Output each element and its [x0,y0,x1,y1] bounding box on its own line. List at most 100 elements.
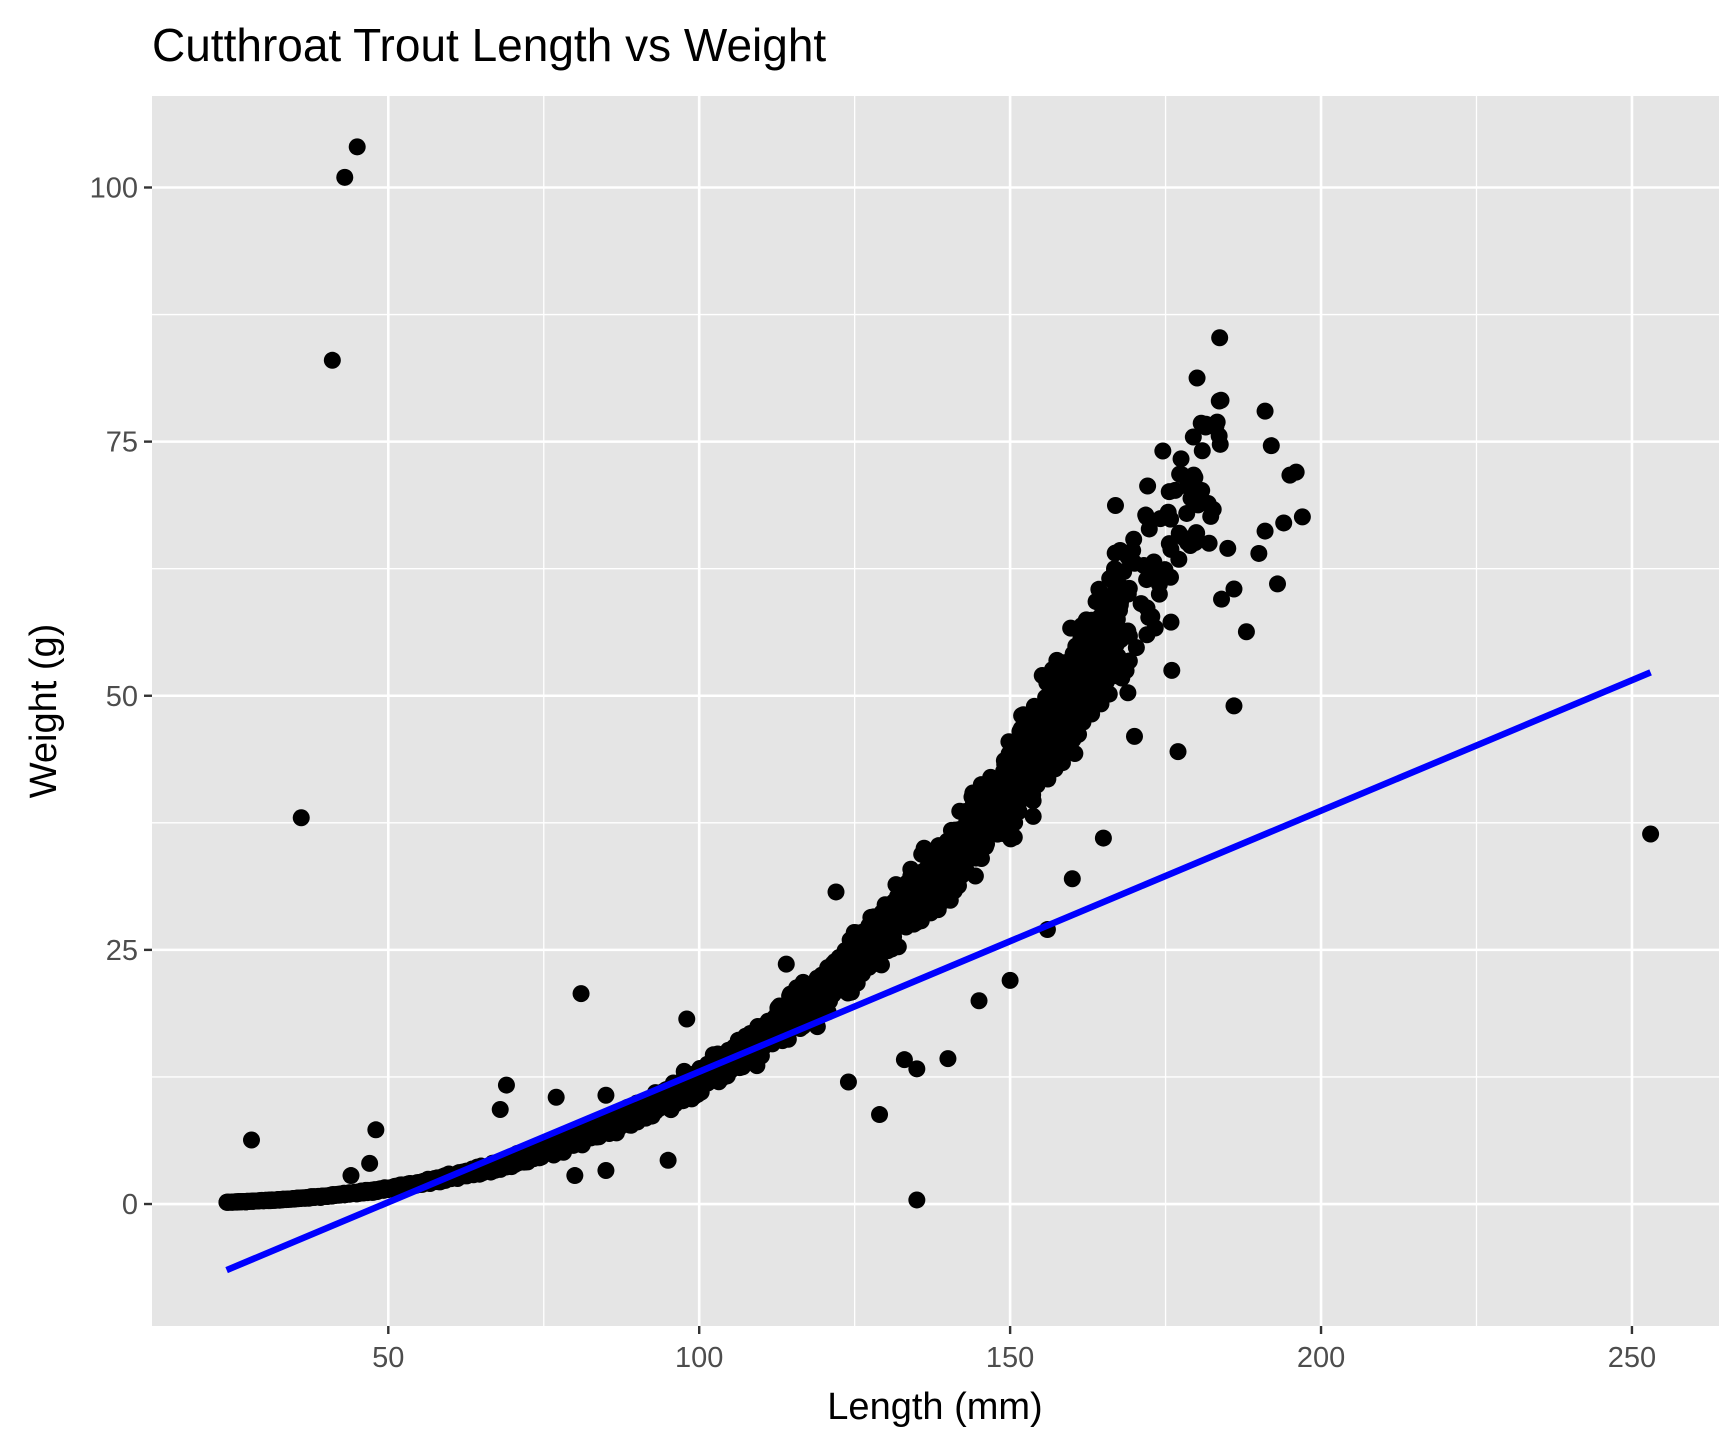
cloud-point [510,1148,528,1166]
cloud-point [961,822,979,840]
data-point [1051,682,1069,700]
fit-line [225,669,1652,1274]
data-point [547,1088,565,1106]
data-point [1200,534,1218,552]
cloud-point [826,953,844,971]
cloud-point [764,1020,782,1038]
cloud-point [1159,503,1177,521]
cloud-point [941,876,959,894]
cloud-point [1106,497,1124,515]
cloud-point [644,1097,662,1115]
cloud-point [1184,428,1202,446]
cloud-point [1005,828,1023,846]
data-point [491,1100,509,1118]
y-axis-title: Weight (g) [23,624,65,799]
cloud-point [338,1185,356,1203]
cloud-point [567,1130,585,1148]
cloud-point [1204,500,1222,518]
x-tick-label: 250 [1608,1342,1656,1374]
x-tick-label: 100 [675,1342,723,1374]
data-point [1138,626,1156,644]
cloud-point [1119,585,1137,603]
y-axis: 0 25 50 75 100 [90,172,152,1221]
data-point [1269,575,1287,593]
minor-gridlines [152,96,1719,1326]
data-point [1094,829,1112,847]
cloud-point [1188,369,1206,387]
y-tick-label: 0 [122,1189,138,1221]
data-point [871,1106,889,1124]
cloud-point [791,993,809,1011]
y-tick-label: 25 [106,935,138,967]
cloud-point [814,968,832,986]
data-point [361,1154,379,1172]
data-point [1237,623,1255,641]
cloud-point [920,875,938,893]
cloud-point [976,795,994,813]
chart-title: Cutthroat Trout Length vs Weight [152,19,826,71]
cloud-point [307,1188,325,1206]
cloud-point [1182,489,1200,507]
data-point [1163,661,1181,679]
cloud-point [532,1139,550,1157]
data-point [367,1121,385,1139]
x-axis-title: Length (mm) [827,1386,1042,1428]
cloud-point [1154,442,1172,460]
data-point [895,1051,913,1069]
cloud-point [1041,714,1059,732]
cloud-point [1090,684,1108,702]
cloud-point [1041,732,1059,750]
data-point [908,1191,926,1209]
data-point [1001,971,1019,989]
data-point [939,1050,957,1068]
cloud-point [1074,713,1092,731]
cloud-point [847,956,865,974]
cloud-point [1162,613,1180,631]
cloud-point [603,1118,621,1136]
cloud-point [1075,643,1093,661]
cloud-point [1024,807,1042,825]
cloud-point [1143,608,1161,626]
cloud-point [920,897,938,915]
cloud-point [1171,465,1189,483]
cloud-point [948,860,966,878]
cloud-point [1055,701,1073,719]
data-point [1063,870,1081,888]
data-point [777,955,795,973]
y-tick-label: 50 [106,681,138,713]
data-point [1256,522,1274,540]
data-point [1256,402,1274,420]
cloud-point [1115,563,1133,581]
data-point [497,1076,515,1094]
cloud-point [973,780,991,798]
data-point [1150,585,1168,603]
data-point [566,1167,584,1185]
data-point [597,1086,615,1104]
data-point [323,351,341,369]
cloud-point [1117,662,1135,680]
data-point [1188,524,1206,542]
cloud-point [262,1191,280,1209]
cloud-point [1119,684,1137,702]
cloud-point [1211,329,1229,347]
data-point [827,883,845,901]
cloud-point [1210,427,1228,445]
cloud-point [832,981,850,999]
data-point [1219,539,1237,557]
cloud-point [893,898,911,916]
data-point [1225,697,1243,715]
cloud-point [1197,415,1215,433]
cloud-point [1052,661,1070,679]
data-point [292,809,310,827]
data-point [1250,544,1268,562]
cloud-point [551,1138,569,1156]
data-point [839,1073,857,1091]
data-point [1213,590,1231,608]
data-point [336,168,354,186]
data-point [342,1167,360,1185]
cloud-point [926,859,944,877]
cloud-point [972,850,990,868]
cloud-point [869,936,887,954]
data-point [659,1151,677,1169]
